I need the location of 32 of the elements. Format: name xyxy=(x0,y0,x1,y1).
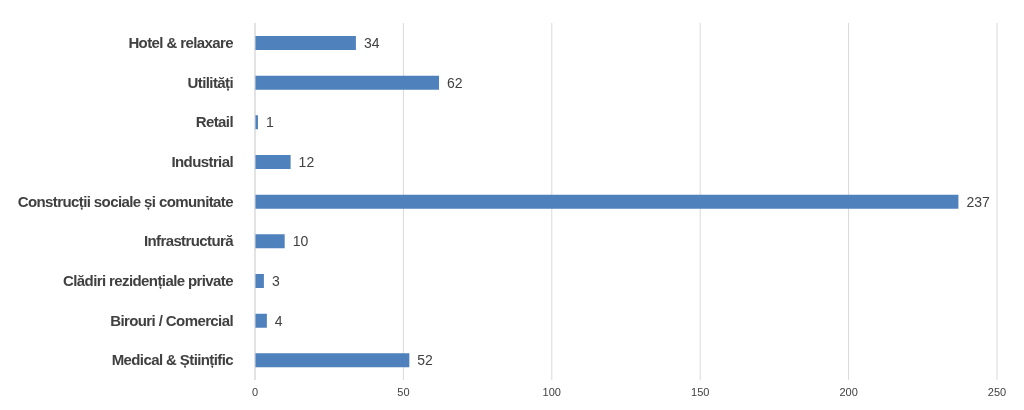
x-tick-label: 250 xyxy=(987,385,1007,398)
bar xyxy=(255,155,291,169)
bar xyxy=(255,353,410,368)
bar xyxy=(255,274,264,288)
x-tick-label: 0 xyxy=(251,385,259,398)
data-label: 3 xyxy=(271,272,280,289)
data-label: 237 xyxy=(966,193,990,210)
y-tick-label: Construcții sociale și comunitate xyxy=(17,192,234,210)
y-tick-label: Birouri / Comercial xyxy=(110,311,234,329)
x-tick-label: 150 xyxy=(691,385,710,398)
bar xyxy=(255,234,285,249)
y-tick-label: Medical & Științific xyxy=(111,351,234,369)
data-label: 4 xyxy=(274,312,283,329)
bar xyxy=(255,313,267,328)
data-label: 52 xyxy=(417,352,434,369)
y-tick-label: Industrial xyxy=(171,152,234,170)
y-tick-label: Clădiri rezidențiale private xyxy=(63,271,234,289)
data-label: 62 xyxy=(447,74,463,91)
bar xyxy=(255,36,356,50)
data-label: 10 xyxy=(292,233,309,250)
bar xyxy=(255,194,959,209)
x-tick-label: 200 xyxy=(839,385,858,398)
y-tick-label: Retail xyxy=(195,113,234,131)
y-tick-label: Hotel & relaxare xyxy=(128,33,234,51)
x-tick-label: 50 xyxy=(397,385,410,398)
y-tick-label: Infrastructură xyxy=(143,232,235,250)
x-tick-label: 100 xyxy=(542,385,561,398)
data-label: 1 xyxy=(265,114,274,131)
data-label: 34 xyxy=(363,34,380,51)
bar xyxy=(255,75,440,90)
data-label: 12 xyxy=(298,153,315,170)
y-tick-label: Utilități xyxy=(187,73,234,91)
